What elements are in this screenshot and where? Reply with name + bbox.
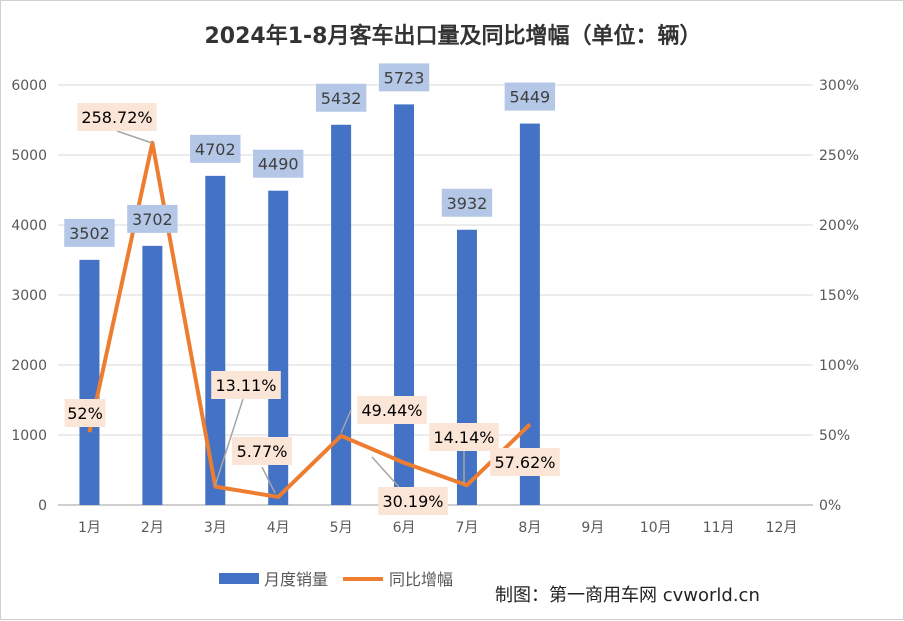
y-left-tick-label: 4000: [11, 218, 47, 234]
y-left-tick-label: 2000: [11, 358, 47, 374]
y-right-tick-label: 50%: [819, 428, 850, 444]
x-tick-label: 8月: [518, 520, 541, 536]
x-tick-label: 11月: [703, 520, 735, 536]
x-tick-label: 3月: [204, 520, 227, 536]
line-data-label: 57.62%: [494, 453, 555, 472]
y-right-tick-label: 150%: [819, 288, 859, 304]
bar-data-label: 5723: [384, 68, 425, 87]
y-right-tick-label: 100%: [819, 358, 859, 374]
legend-line-label: 同比增幅: [389, 570, 453, 589]
legend-bar-label: 月度销量: [264, 570, 328, 589]
bar: [394, 104, 414, 505]
line-data-label: 49.44%: [361, 401, 422, 420]
x-tick-label: 1月: [78, 520, 101, 536]
bar-data-label: 3702: [132, 210, 173, 229]
x-tick-label: 9月: [581, 520, 604, 536]
leader-line: [117, 131, 152, 143]
line-data-label: 5.77%: [237, 442, 288, 461]
bar: [520, 124, 540, 505]
y-left-tick-label: 0: [38, 498, 47, 514]
y-left-tick-label: 1000: [11, 428, 47, 444]
x-tick-label: 7月: [455, 520, 478, 536]
line-data-label: 30.19%: [382, 492, 443, 511]
x-tick-label: 2月: [141, 520, 164, 536]
chart-title: 2024年1-8月客车出口量及同比增幅（单位：辆）: [205, 23, 702, 49]
bar-data-label: 4702: [195, 140, 236, 159]
y-right-tick-label: 200%: [819, 218, 859, 234]
bar-data-label: 3932: [447, 194, 488, 213]
line-data-label: 52%: [67, 404, 103, 423]
line-data-label: 13.11%: [215, 376, 276, 395]
x-tick-label: 12月: [766, 520, 798, 536]
y-left-tick-label: 6000: [11, 78, 47, 94]
legend: 月度销量 同比增幅: [219, 570, 453, 589]
x-tick-label: 4月: [267, 520, 290, 536]
credit-text: 制图：第一商用车网 cvworld.cn: [495, 585, 760, 606]
bar-data-label: 4490: [258, 155, 299, 174]
bar: [331, 125, 351, 505]
x-tick-label: 5月: [330, 520, 353, 536]
y-right-tick-label: 0%: [819, 498, 841, 514]
bar: [79, 260, 99, 505]
x-tick-label: 6月: [393, 520, 416, 536]
bar: [457, 230, 477, 505]
y-left-tick-label: 5000: [11, 148, 47, 164]
bar-data-label: 5449: [510, 88, 551, 107]
line-data-label: 258.72%: [81, 108, 152, 127]
bar-data-label: 5432: [321, 89, 362, 108]
x-tick-label: 10月: [640, 520, 672, 536]
y-right-tick-label: 300%: [819, 78, 859, 94]
y-right-tick-label: 250%: [819, 148, 859, 164]
bar-data-label: 3502: [69, 224, 110, 243]
bar: [142, 246, 162, 505]
y-left-tick-label: 3000: [11, 288, 47, 304]
line-data-label: 14.14%: [433, 428, 494, 447]
legend-bar-swatch: [219, 573, 259, 584]
